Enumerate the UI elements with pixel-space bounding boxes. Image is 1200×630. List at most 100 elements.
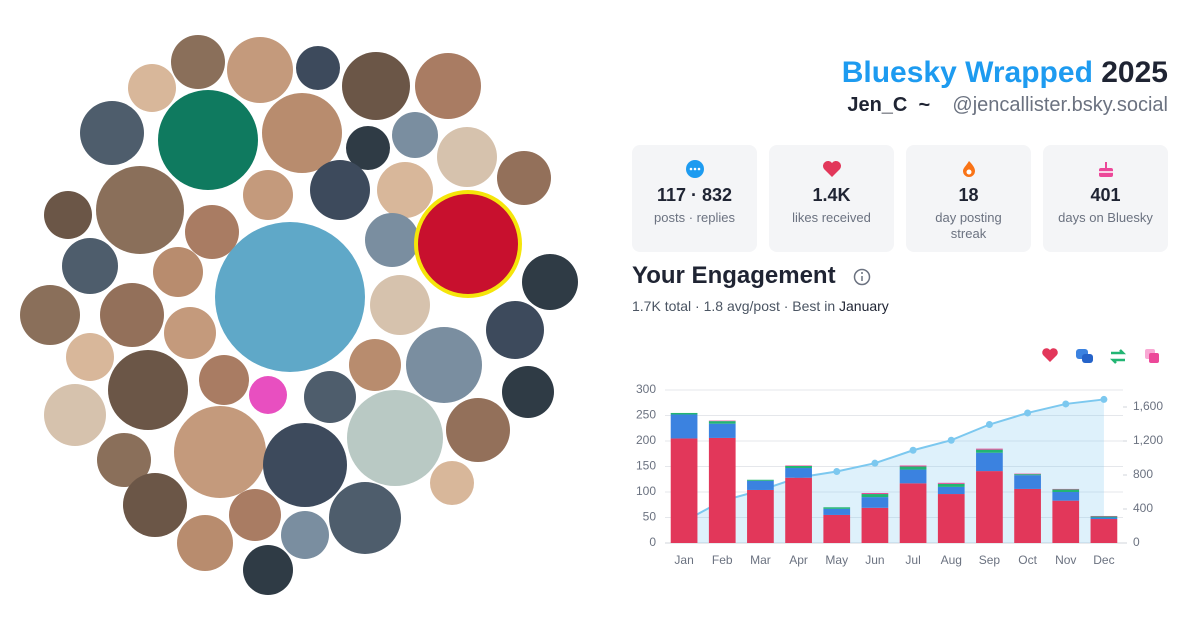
bar-segment — [976, 452, 1003, 472]
y-tick-label: 0 — [649, 535, 656, 549]
bar-segment — [1052, 489, 1080, 492]
bar-segment — [1090, 519, 1118, 543]
info-icon[interactable] — [853, 268, 871, 286]
cumulative-point — [985, 421, 993, 429]
bar-segment — [937, 483, 965, 487]
cumulative-point — [1062, 400, 1070, 408]
y-tick-label: 100 — [636, 484, 656, 498]
bar-segment — [708, 420, 736, 422]
y-tick-label: 300 — [636, 382, 656, 396]
bar-segment — [1090, 517, 1118, 520]
bar-segment — [747, 489, 774, 543]
stat-label: likes received — [792, 210, 871, 225]
avatar — [446, 398, 510, 462]
bar-segment — [976, 471, 1003, 543]
avatar — [153, 247, 203, 297]
app-title: Bluesky Wrapped — [841, 56, 1093, 89]
stat-label: days on Bluesky — [1058, 210, 1153, 225]
bar-segment — [976, 448, 1003, 450]
x-tick-label: Sep — [979, 553, 1001, 567]
bar-segment — [1014, 488, 1041, 543]
x-tick-label: Apr — [789, 553, 808, 567]
stat-value: 1.4K — [812, 185, 851, 205]
x-tick-label: Mar — [750, 553, 771, 567]
y2-tick-label: 0 — [1133, 535, 1140, 549]
stat-value: 18 — [958, 185, 979, 205]
avatar — [392, 112, 438, 158]
avatar — [243, 170, 293, 220]
avatar — [96, 166, 184, 254]
avatar — [171, 35, 225, 89]
bar-segment — [785, 477, 812, 543]
avatar — [437, 127, 497, 187]
bar-segment — [1052, 500, 1080, 543]
avatar — [20, 285, 80, 345]
bar-segment — [785, 465, 812, 466]
avatar — [370, 275, 430, 335]
avatar — [346, 126, 390, 170]
x-tick-label: Jan — [674, 553, 693, 567]
bar-segment — [1052, 492, 1080, 501]
stat-card: 401 days on Bluesky — [1043, 145, 1168, 252]
bar-segment — [899, 469, 927, 484]
y-tick-label: 50 — [643, 510, 657, 524]
cumulative-point — [1100, 395, 1108, 403]
cumulative-point — [947, 436, 955, 444]
x-tick-label: Feb — [712, 553, 733, 567]
bar-segment — [861, 507, 889, 543]
bar-segment — [1014, 473, 1041, 475]
bar-segment — [1014, 474, 1041, 476]
avatar — [100, 283, 164, 347]
x-tick-label: Jul — [905, 553, 920, 567]
avatar — [310, 160, 370, 220]
avatar — [296, 46, 340, 90]
avatar — [377, 162, 433, 218]
y2-tick-label: 400 — [1133, 501, 1153, 515]
bar-segment — [670, 414, 698, 439]
stat-card: 1.4K likes received — [769, 145, 894, 252]
avatar — [158, 90, 258, 190]
stat-card: 18 day posting streak — [906, 145, 1031, 252]
avatar — [486, 301, 544, 359]
bar-segment — [708, 437, 736, 543]
x-tick-label: Oct — [1018, 553, 1037, 567]
avatar — [430, 461, 474, 505]
x-tick-label: Jun — [865, 553, 884, 567]
bar-segment — [899, 465, 927, 467]
avatar — [62, 238, 118, 294]
avatar — [249, 376, 287, 414]
avatar — [329, 482, 401, 554]
bar-segment — [747, 480, 774, 490]
avatar — [304, 371, 356, 423]
cumulative-point — [833, 468, 841, 476]
x-tick-label: May — [825, 553, 848, 567]
posts-icon — [685, 160, 704, 178]
summary: 1.7K total · 1.8 avg/post · Best in Janu… — [632, 298, 889, 314]
year: 2025 — [1101, 56, 1168, 89]
separator: ~ — [918, 94, 931, 116]
avatar — [349, 339, 401, 391]
display-name: Jen_C — [847, 94, 908, 116]
avatar — [174, 406, 266, 498]
y2-tick-label: 1,200 — [1133, 433, 1163, 447]
stat-label: day posting streak — [935, 210, 1002, 241]
bar-segment — [861, 494, 889, 498]
avatar-cloud — [20, 35, 578, 595]
replies-icon-2 — [1082, 354, 1093, 363]
stat-label: posts · replies — [654, 210, 735, 225]
bar-segment — [708, 423, 736, 438]
info-icon-dot — [861, 272, 863, 274]
bar-segment — [937, 482, 965, 484]
avatar — [262, 93, 342, 173]
summary-stats: 1.7K total · 1.8 avg/post · Best in — [632, 298, 836, 314]
handle: @jencallister.bsky.social — [952, 94, 1168, 116]
bar-segment — [1090, 516, 1118, 518]
cumulative-point — [871, 459, 879, 467]
avatar — [80, 101, 144, 165]
avatar — [97, 433, 151, 487]
user: Jen_C ~ @jencallister.bsky.social — [847, 94, 1168, 117]
x-tick-label: Aug — [941, 553, 962, 567]
avatar — [229, 489, 281, 541]
avatar — [365, 213, 419, 267]
